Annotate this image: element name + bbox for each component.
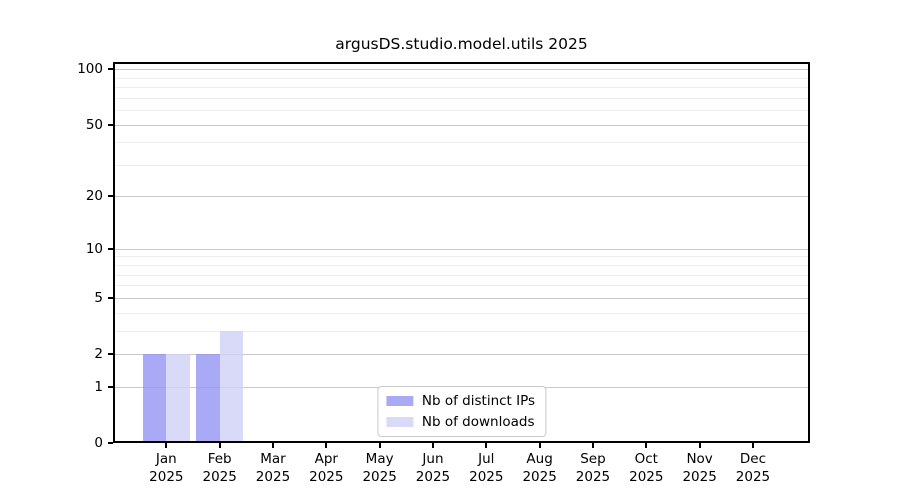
x-tick-label: Dec 2025 xyxy=(735,451,771,485)
x-tick-mark xyxy=(751,443,754,448)
x-tick-mark xyxy=(645,443,648,448)
x-tick-label: Apr 2025 xyxy=(309,451,344,485)
x-tick-label: Jul 2025 xyxy=(469,451,504,485)
minor-gridline xyxy=(113,142,810,144)
bar-jan-distinct-ips xyxy=(142,354,167,443)
x-tick-label: May 2025 xyxy=(362,451,397,485)
minor-gridline xyxy=(113,97,810,99)
x-tick-label: Sep 2025 xyxy=(575,451,611,485)
left-spine xyxy=(113,62,115,443)
legend-item-distinct-ips: Nb of distinct IPs xyxy=(385,393,536,409)
major-gridline xyxy=(113,248,810,250)
x-tick-mark xyxy=(485,443,488,448)
y-tick-label: 2 xyxy=(94,346,103,362)
x-tick-mark xyxy=(271,443,274,448)
y-tick-mark xyxy=(108,195,113,198)
y-tick-label: 5 xyxy=(94,289,103,306)
legend-label-downloads: Nb of downloads xyxy=(421,414,535,430)
x-tick-label: Nov 2025 xyxy=(682,451,717,485)
y-tick-mark xyxy=(108,296,113,299)
minor-gridline xyxy=(113,274,810,276)
top-spine xyxy=(113,62,810,64)
minor-gridline xyxy=(113,110,810,112)
y-tick-mark xyxy=(108,353,113,355)
x-tick-label: Aug 2025 xyxy=(522,451,557,485)
major-gridline xyxy=(113,69,810,71)
bar-feb-downloads xyxy=(219,330,244,443)
minor-gridline xyxy=(113,312,810,314)
right-spine xyxy=(808,62,810,443)
y-tick-label: 1 xyxy=(94,378,103,395)
major-gridline xyxy=(113,196,810,198)
y-tick-label: 20 xyxy=(85,188,103,205)
y-tick-mark xyxy=(108,247,113,250)
x-tick-mark xyxy=(538,443,541,448)
y-tick-label: 10 xyxy=(85,240,103,257)
y-tick-mark xyxy=(108,385,113,388)
minor-gridline xyxy=(113,87,810,89)
plot-area: Jan 2025 Feb 2025 Mar 2025 Apr 2025 May 2025… xyxy=(77,61,810,485)
y-tick-label: 0 xyxy=(94,435,103,451)
x-tick-label: Mar 2025 xyxy=(255,451,291,485)
x-tick-label: Oct 2025 xyxy=(629,451,664,485)
bottom-spine xyxy=(113,441,810,443)
major-gridline xyxy=(113,354,810,355)
x-tick-mark xyxy=(165,443,168,448)
y-tick-mark xyxy=(108,123,113,126)
legend-label-distinct-ips: Nb of distinct IPs xyxy=(421,393,536,409)
chart-title: argusDS.studio.model.utils 2025 xyxy=(335,35,588,53)
major-gridline xyxy=(113,124,810,126)
major-gridline xyxy=(113,297,810,299)
x-tick-mark xyxy=(378,443,381,448)
legend-item-downloads: Nb of downloads xyxy=(385,414,535,430)
minor-gridline xyxy=(113,164,810,166)
y-tick-label: 50 xyxy=(85,116,103,133)
minor-gridline xyxy=(113,265,810,267)
y-tick-label: 100 xyxy=(77,61,103,78)
x-tick-mark xyxy=(431,443,434,448)
legend-swatch-distinct-ips xyxy=(385,396,413,406)
x-tick-mark xyxy=(591,443,594,448)
legend: Nb of distinct IPs Nb of downloads xyxy=(376,386,547,437)
y-tick-mark xyxy=(108,442,113,444)
x-tick-mark xyxy=(698,443,701,448)
x-tick-label: Jun 2025 xyxy=(415,451,451,485)
bar-jan-downloads xyxy=(166,354,190,443)
x-tick-label: Feb 2025 xyxy=(202,451,237,485)
legend-swatch-downloads xyxy=(385,417,413,427)
bar-feb-distinct-ips xyxy=(196,354,220,443)
y-tick-mark xyxy=(108,68,113,71)
minor-gridline xyxy=(113,285,810,287)
minor-gridline xyxy=(113,256,810,258)
x-tick-mark xyxy=(325,443,328,448)
minor-gridline xyxy=(113,77,810,79)
x-tick-mark xyxy=(218,443,221,448)
minor-gridline xyxy=(113,330,810,332)
x-tick-label: Jan 2025 xyxy=(149,451,184,485)
